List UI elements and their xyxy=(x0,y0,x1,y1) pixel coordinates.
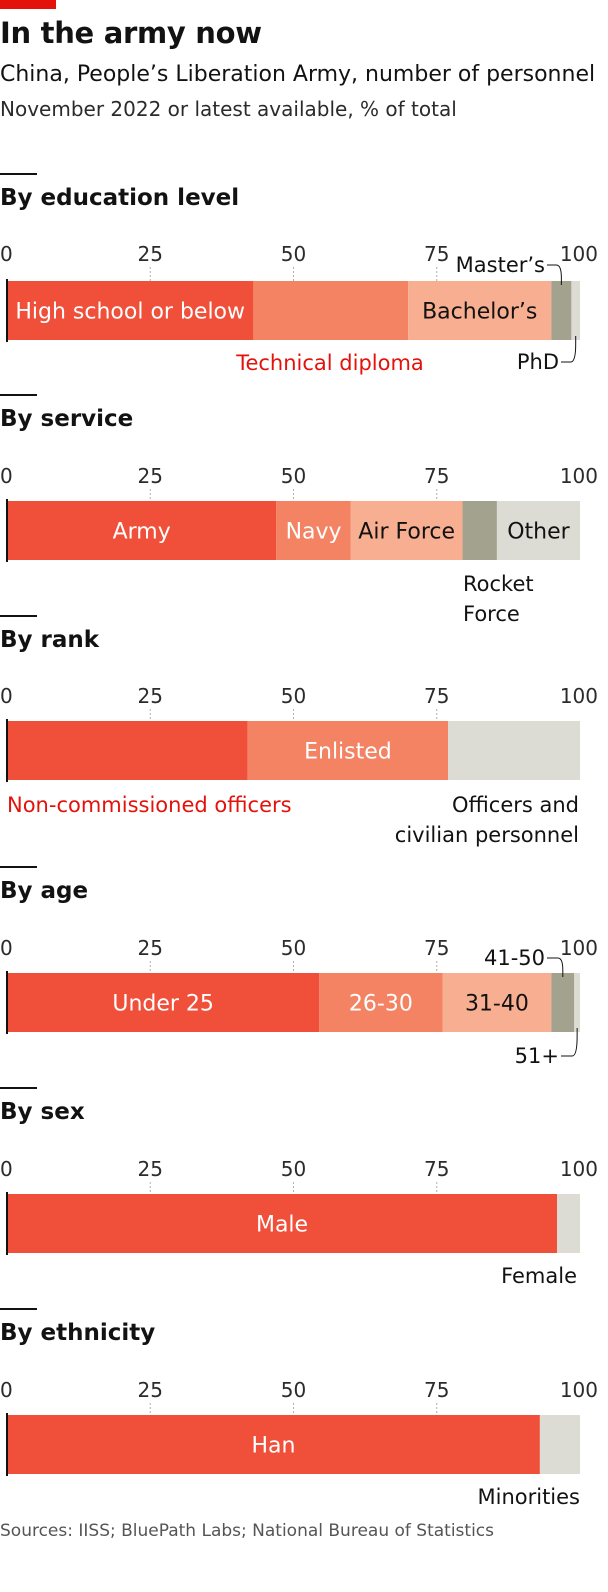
tick-label: 0 xyxy=(0,242,13,266)
bar-segment-bachelor-s xyxy=(408,281,552,340)
tick-label: 100 xyxy=(560,1378,598,1402)
segment-label: Other xyxy=(507,520,570,545)
tick-label: 75 xyxy=(424,242,449,266)
tick-label: 50 xyxy=(281,936,306,960)
tick-label: 75 xyxy=(424,684,449,708)
bar-segment-phd xyxy=(571,281,580,340)
segment-label: Master’s xyxy=(456,253,545,277)
chart-subtitle: China, People’s Liberation Army, number … xyxy=(0,62,596,87)
segment-label: Navy xyxy=(286,520,342,545)
tick-label: 50 xyxy=(281,1157,306,1181)
accent-tab xyxy=(0,0,56,9)
segment-label: Under 25 xyxy=(112,992,214,1017)
tick-label: 50 xyxy=(281,1378,306,1402)
segment-label: Force xyxy=(463,602,520,626)
tick-label: 0 xyxy=(0,1378,13,1402)
bar-segment-army xyxy=(7,501,277,560)
bar-segment-other xyxy=(496,501,580,560)
bar-segment-air-force xyxy=(350,501,463,560)
bar-segment-non-commissioned-officers xyxy=(7,721,248,780)
bar-segment-enlisted xyxy=(247,721,449,780)
bar-segment-26-30 xyxy=(319,973,443,1032)
section-title: By service xyxy=(0,406,133,432)
bar-segment-rocket-force xyxy=(462,501,497,560)
tick-label: 0 xyxy=(0,684,13,708)
bar-segment-master-s xyxy=(551,281,572,340)
section-title: By education level xyxy=(0,185,239,211)
bar-segment-han xyxy=(7,1415,540,1474)
segment-label: Technical diploma xyxy=(235,351,424,375)
segment-label: High school or below xyxy=(15,300,245,325)
section-title: By sex xyxy=(0,1099,85,1125)
tick-label: 0 xyxy=(0,1157,13,1181)
tick-label: 100 xyxy=(560,242,598,266)
segment-label: 31-40 xyxy=(465,992,529,1017)
bar-segment-31-40 xyxy=(442,973,552,1032)
segment-label: Non-commissioned officers xyxy=(7,793,292,817)
leader-line xyxy=(561,1028,578,1057)
tick-label: 50 xyxy=(281,242,306,266)
bar-segment-high-school-or-below xyxy=(7,281,254,340)
tick-label: 25 xyxy=(138,1157,163,1181)
tick-label: 50 xyxy=(281,464,306,488)
segment-label: civilian personnel xyxy=(395,823,579,847)
leader-line xyxy=(547,957,564,977)
tick-label: 0 xyxy=(0,936,13,960)
tick-label: 75 xyxy=(424,1157,449,1181)
segment-label: Rocket xyxy=(463,572,534,596)
tick-label: 25 xyxy=(138,242,163,266)
bar-segment-under-25 xyxy=(7,973,320,1032)
segment-label: Bachelor’s xyxy=(422,300,537,325)
bar-segment-male xyxy=(7,1194,558,1253)
tick-label: 75 xyxy=(424,1378,449,1402)
tick-label: 100 xyxy=(560,1157,598,1181)
segment-label: Officers and xyxy=(452,793,579,817)
segment-label: 26-30 xyxy=(349,992,413,1017)
bar-segment-51- xyxy=(574,973,580,1032)
tick-label: 75 xyxy=(424,936,449,960)
tick-label: 100 xyxy=(560,464,598,488)
tick-label: 50 xyxy=(281,684,306,708)
section-title: By age xyxy=(0,878,88,904)
section-title: By ethnicity xyxy=(0,1320,155,1346)
tick-label: 0 xyxy=(0,464,13,488)
segment-label: Minorities xyxy=(477,1485,580,1509)
segment-label: Male xyxy=(256,1213,308,1238)
segment-label: Army xyxy=(113,520,171,545)
tick-label: 25 xyxy=(138,684,163,708)
segment-label: Enlisted xyxy=(304,740,392,765)
bar-segment-technical-diploma xyxy=(253,281,409,340)
tick-label: 25 xyxy=(138,464,163,488)
bar-segment-minorities xyxy=(539,1415,580,1474)
bar-segment-officers-and-civilian-personnel xyxy=(448,721,580,780)
tick-label: 100 xyxy=(560,684,598,708)
tick-label: 25 xyxy=(138,936,163,960)
segment-label: Air Force xyxy=(358,520,455,545)
segment-label: PhD xyxy=(517,350,559,374)
segment-label: Female xyxy=(501,1264,577,1288)
segment-label: 51+ xyxy=(515,1044,559,1068)
section-title: By rank xyxy=(0,627,100,653)
tick-label: 75 xyxy=(424,464,449,488)
leader-line xyxy=(561,336,577,363)
source-note: Sources: IISS; BluePath Labs; National B… xyxy=(0,1521,495,1541)
segment-label: Han xyxy=(251,1434,295,1459)
bar-segment-female xyxy=(557,1194,580,1253)
leader-line xyxy=(547,264,562,285)
bar-segment-41-50 xyxy=(551,973,575,1032)
chart-units-note: November 2022 or latest available, % of … xyxy=(0,97,457,121)
tick-label: 25 xyxy=(138,1378,163,1402)
tick-label: 100 xyxy=(560,936,598,960)
chart-title: In the army now xyxy=(0,16,262,50)
bar-segment-navy xyxy=(276,501,351,560)
segment-label: 41-50 xyxy=(484,946,545,970)
